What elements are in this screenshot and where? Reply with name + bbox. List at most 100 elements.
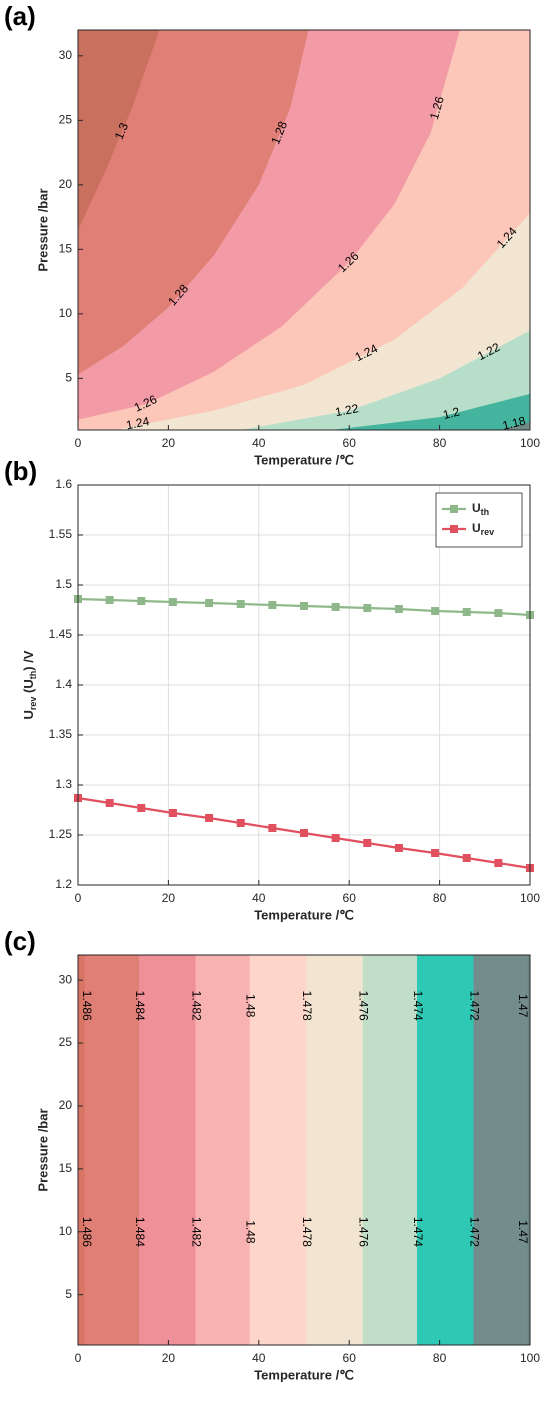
- legend-box: [435, 492, 523, 548]
- contour-label: 1.486: [80, 1217, 94, 1247]
- marker: [205, 814, 214, 822]
- x-tick-label: 40: [252, 1351, 266, 1365]
- y-tick-label: 1.4: [55, 677, 72, 691]
- x-axis-label: Temperature /℃: [254, 452, 354, 467]
- y-axis-label-part: th: [28, 671, 38, 680]
- x-tick-label: 0: [75, 1351, 82, 1365]
- marker: [236, 600, 245, 608]
- legend-label: Urev: [472, 521, 494, 537]
- y-axis-label-part: ) /V: [21, 650, 36, 671]
- x-tick-label: 80: [433, 1351, 447, 1365]
- y-tick-label: 10: [59, 306, 73, 320]
- y-axis-label-part: (U: [21, 679, 36, 696]
- contour-label: 1.48: [244, 994, 258, 1018]
- contour-label: 1.484: [133, 991, 147, 1021]
- contour-region: [240, 330, 530, 430]
- contour-label: 1.476: [357, 1217, 371, 1247]
- contour-label: 1.478: [300, 1217, 314, 1247]
- contour-label: 1.3: [112, 120, 131, 141]
- contour-label: 1.47: [516, 1220, 530, 1244]
- marker: [331, 603, 340, 611]
- marker: [462, 854, 471, 862]
- contour-label: 1.478: [300, 991, 314, 1021]
- contour-label: 1.472: [467, 1217, 481, 1247]
- contour-region: [473, 955, 530, 1345]
- y-tick-label: 5: [65, 371, 72, 385]
- contour-label: 1.22: [334, 401, 360, 419]
- contour-label: 1.482: [189, 1217, 203, 1247]
- y-tick-label: 1.55: [49, 527, 73, 541]
- x-tick-label: 100: [520, 1351, 540, 1365]
- marker: [363, 839, 372, 847]
- marker: [168, 809, 177, 817]
- contour-region: [498, 422, 530, 430]
- x-tick-label: 40: [252, 891, 266, 905]
- y-tick-label: 1.2: [55, 877, 72, 891]
- marker: [205, 599, 214, 607]
- x-tick-label: 60: [343, 1351, 357, 1365]
- marker: [137, 597, 146, 605]
- contour-label: 1.26: [427, 94, 447, 121]
- x-tick-label: 100: [520, 436, 540, 450]
- marker: [300, 602, 308, 610]
- y-axis-label: Urev (Uth) /V: [21, 650, 38, 719]
- marker: [137, 804, 146, 812]
- x-tick-label: 80: [433, 891, 447, 905]
- y-tick-label: 20: [59, 1098, 73, 1112]
- contour-label: 1.482: [189, 991, 203, 1021]
- y-tick-label: 15: [59, 242, 73, 256]
- legend-marker: [450, 525, 458, 533]
- x-tick-label: 60: [343, 436, 357, 450]
- marker: [268, 824, 277, 832]
- y-tick-label: 1.6: [55, 477, 72, 491]
- x-tick-label: 20: [162, 891, 176, 905]
- x-tick-label: 0: [75, 436, 82, 450]
- marker: [394, 844, 403, 852]
- contour-label: 1.484: [133, 1217, 147, 1247]
- marker: [168, 598, 177, 606]
- x-axis-label: Temperature /℃: [254, 907, 354, 922]
- y-tick-label: 30: [59, 48, 73, 62]
- contour-label: 1.24: [125, 414, 151, 432]
- y-tick-label: 15: [59, 1161, 73, 1175]
- x-tick-label: 100: [520, 891, 540, 905]
- subplot: 1.31.281.281.261.261.261.241.241.241.221…: [4, 1, 540, 468]
- y-tick-label: 1.25: [49, 827, 73, 841]
- contour-label: 1.48: [244, 1220, 258, 1244]
- panel-label: (a): [4, 1, 36, 31]
- y-tick-label: 5: [65, 1287, 72, 1301]
- y-axis-label: Pressure /bar: [35, 188, 50, 271]
- marker: [394, 605, 403, 613]
- marker: [431, 849, 440, 857]
- marker: [105, 799, 114, 807]
- y-tick-label: 25: [59, 1035, 73, 1049]
- legend-label: Uth: [472, 501, 489, 517]
- subplot: 1.486 1.486 1.484 1.484 1.482 1.482 1.48 1.48 1.…: [4, 926, 540, 1383]
- y-tick-label: 1.5: [55, 577, 72, 591]
- subplot: Uth Urev 0 20 40 60 80 100 1.2 1.25 1.3 1.35 1.4 1.45…: [4, 456, 540, 923]
- contour-label: 1.476: [357, 991, 371, 1021]
- x-axis-label: Temperature /℃: [254, 1367, 354, 1382]
- marker: [331, 834, 340, 842]
- contour-label: 1.486: [80, 991, 94, 1021]
- marker: [105, 596, 114, 604]
- contour-region: [331, 393, 530, 430]
- contour-region: [527, 955, 530, 1345]
- contour-label: 1.18: [501, 414, 527, 433]
- y-axis-label: Pressure /bar: [35, 1108, 50, 1191]
- y-tick-label: 20: [59, 177, 73, 191]
- marker: [462, 608, 471, 616]
- x-tick-label: 60: [343, 891, 357, 905]
- y-tick-label: 30: [59, 972, 73, 986]
- marker: [236, 819, 245, 827]
- y-tick-label: 25: [59, 112, 73, 126]
- contour-label: 1.474: [411, 991, 425, 1021]
- x-tick-label: 80: [433, 436, 447, 450]
- contour-region: [114, 213, 530, 430]
- contour-label: 1.47: [516, 994, 530, 1018]
- contour-label: 1.472: [467, 991, 481, 1021]
- y-tick-label: 1.35: [49, 727, 73, 741]
- axes-frame: [77, 29, 531, 431]
